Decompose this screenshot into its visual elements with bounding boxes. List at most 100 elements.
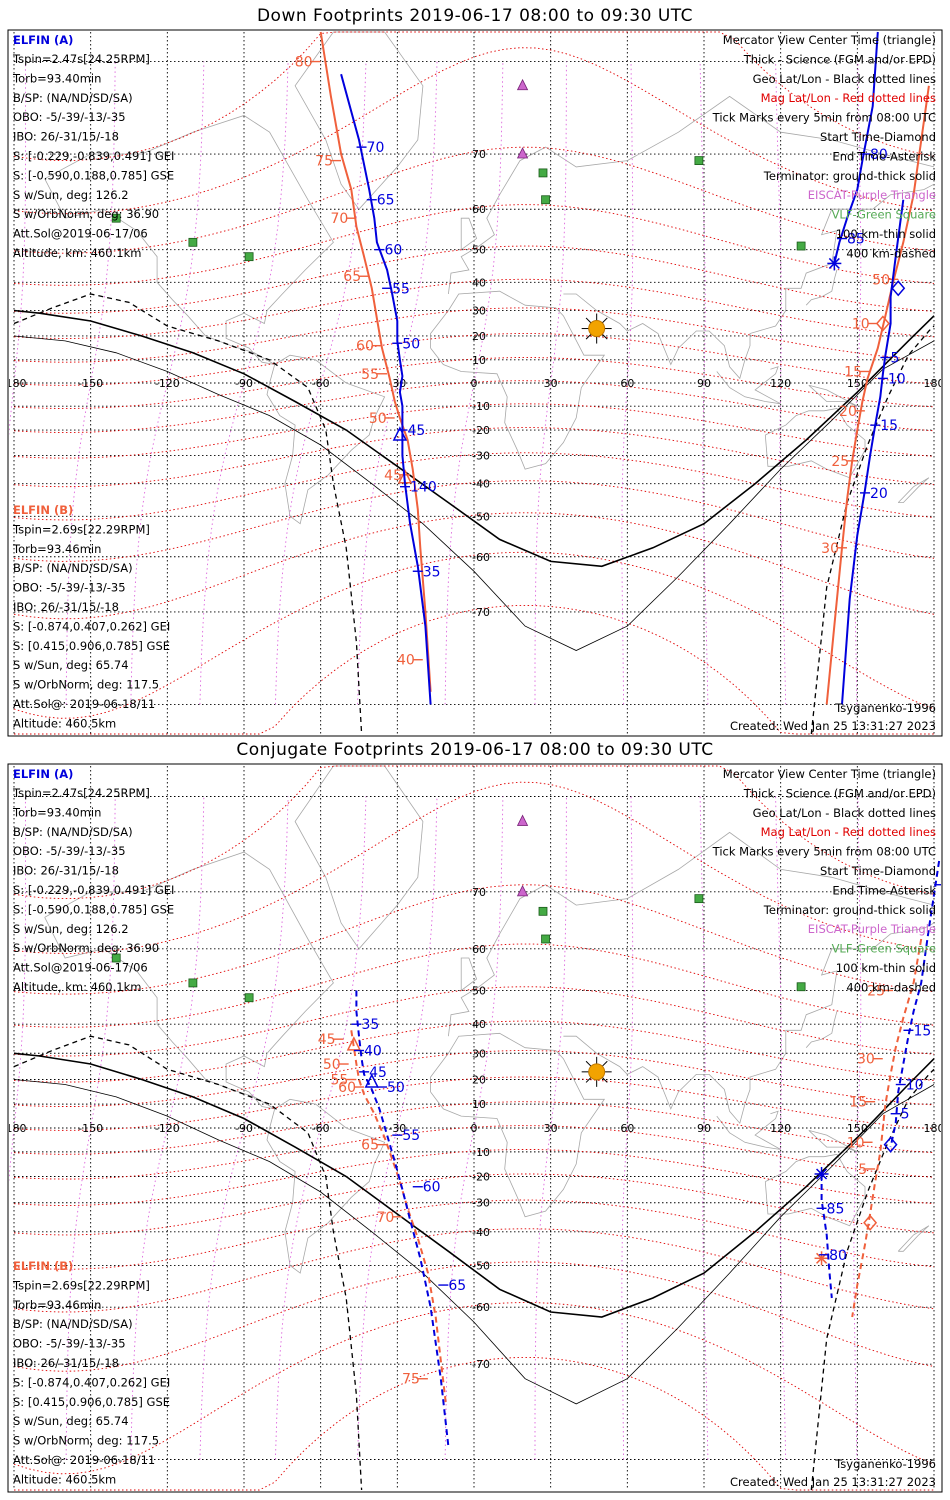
coastline-10 <box>805 1011 838 1048</box>
mag-parallel <box>13 551 935 719</box>
mag-grid <box>9 765 935 1491</box>
mag-meridian <box>130 796 205 1460</box>
mag-parallel <box>13 307 935 363</box>
elfin-a-line: IBO: 26/-31/15/-18 <box>13 130 119 144</box>
mag-parallel <box>13 512 935 620</box>
track-tick-label: 25 <box>831 454 849 470</box>
elfin-b-line: S: [-0.874,0.407,0.262] GEI <box>13 1375 170 1389</box>
elfin-b-line: Tspin=2.69s[22.29RPM] <box>12 1278 150 1292</box>
elfin-b-line: S: [-0.874,0.407,0.262] GEI <box>13 619 170 633</box>
vlf-square-icon <box>796 982 806 992</box>
lat-tick-label: -60 <box>472 1301 490 1314</box>
vlf-square-icon <box>796 241 806 251</box>
map-panel-down: -180 -150 -120 -90 -60 -30 0 30 60 90 120 150 180 -70… <box>7 29 945 737</box>
elfin-b-line: S w/Sun, deg: 65.74 <box>13 658 129 672</box>
legend: Mercator View Center Time (triangle) Thic… <box>712 33 937 260</box>
geo-grid <box>13 766 935 1490</box>
legend-entry: EISCAT-Purple Triangle <box>808 188 936 202</box>
lat-tick-label: 30 <box>472 305 486 318</box>
lat-tick-label: 70 <box>472 886 486 899</box>
legend-entry: Geo Lat/Lon - Black dotted lines <box>753 806 936 820</box>
mag-meridian <box>199 796 289 1460</box>
track-tick-label: 80 <box>829 1248 847 1264</box>
elfin-a-line: Torb=93.40min <box>12 805 101 819</box>
mag-meridian <box>699 796 709 1460</box>
mag-parallel <box>13 1101 935 1155</box>
vlf-square-icon <box>244 252 254 262</box>
track-tick-label: 20 <box>944 878 950 894</box>
elfin-b-line: B/SP: (NA/ND/SD/SA) <box>13 561 133 575</box>
legend-entry: Terminator: ground-thick solid <box>763 903 936 917</box>
coastline-8 <box>808 384 858 407</box>
coastline-3 <box>448 831 935 1037</box>
track-tick-label: 45 <box>384 468 402 484</box>
mag-parallel <box>13 245 935 314</box>
coastline-3 <box>448 95 935 295</box>
track-tick-label: 5 <box>901 1107 910 1123</box>
terminator-400km <box>13 293 363 735</box>
track-tick-label: 5 <box>858 1162 867 1178</box>
lat-tick-label: 60 <box>472 943 486 956</box>
track-A-pass3 <box>841 199 905 705</box>
lat-tick-label: -50 <box>472 510 490 523</box>
lat-tick-label: 40 <box>472 276 486 289</box>
vlf-square-icon <box>244 993 254 1003</box>
lat-tick-label: 50 <box>472 984 486 997</box>
vlf-square-icon <box>111 953 121 963</box>
elfin-b-line: S: [0.415,0.906,0.785] GSE <box>13 1395 170 1409</box>
lon-tick-label: 180 <box>924 377 945 390</box>
track-tick-label: 50 <box>387 1080 405 1096</box>
track-tick-label: 15 <box>913 1023 931 1039</box>
track-tick-label: 75 <box>315 154 333 170</box>
lat-tick-label: 70 <box>472 148 486 161</box>
track-A-pass2 <box>833 31 879 264</box>
elfin-b-line: Torb=93.46min <box>12 1298 101 1312</box>
elfin-a-header: ELFIN (A) <box>13 767 73 781</box>
legend-entry: 400 km-dashed <box>846 246 936 260</box>
coastline-11 <box>460 217 478 251</box>
lon-tick-label: 180 <box>924 1122 945 1135</box>
track-tick-label: 50 <box>369 411 387 427</box>
elfin-b-line: S w/OrbNorm, deg: 117.5 <box>13 678 159 692</box>
mag-parallel <box>13 380 935 433</box>
map-layer: -180 -150 -120 -90 -60 -30 0 30 60 90 120 150 180 -70… <box>9 31 945 735</box>
mag-parallel <box>13 278 935 339</box>
lon-tick-label: -180 <box>2 1122 27 1135</box>
lat-tick-label: -70 <box>472 606 490 619</box>
mag-parallel <box>13 1199 935 1270</box>
track-tick-label: 50 <box>872 272 890 288</box>
lon-tick-label: -120 <box>155 377 180 390</box>
lon-tick-label: 90 <box>697 377 711 390</box>
terminator-ground <box>13 1052 935 1318</box>
mag-meridian <box>199 61 289 705</box>
elfin-b-line: OBO: -5/-39/-13/-35 <box>13 1337 126 1351</box>
eiscat-triangle-icon <box>516 78 529 91</box>
vlf-square-icon <box>541 195 550 205</box>
mag-parallel <box>13 1050 935 1107</box>
sun-icon <box>581 1056 612 1087</box>
mag-parallel <box>13 1076 935 1131</box>
tick-labels: -180 -150 -120 -90 -60 -30 0 30 60 90 120 150 180 -70… <box>2 886 945 1371</box>
track-tick-label: 65 <box>361 1138 379 1154</box>
elfin-b-info: ELFIN (B) Tspin=2.69s[22.29RPM] Torb=93.46… <box>12 503 170 730</box>
mag-parallel <box>14 1356 934 1491</box>
lat-tick-label: 60 <box>472 203 486 216</box>
eiscat-triangle-icon <box>516 147 529 159</box>
coastline-4 <box>563 922 935 1125</box>
vlf-square-icon <box>541 934 550 944</box>
lon-tick-label: -120 <box>155 1122 180 1135</box>
elfin-b-line: S w/Sun, deg: 65.74 <box>13 1414 129 1428</box>
elfin-a-header: ELFIN (A) <box>13 33 73 47</box>
mag-grid <box>9 31 935 735</box>
track-tick-label: 50 <box>323 1057 341 1073</box>
track-tick-label: 40 <box>397 653 415 669</box>
vlf-square-icon <box>538 906 548 916</box>
terminator-100km <box>13 335 935 651</box>
mag-meridian <box>775 61 787 705</box>
legend: Mercator View Center Time (triangle) Thic… <box>712 767 937 994</box>
lon-tick-label: 30 <box>544 377 558 390</box>
track-tick-label: 60 <box>384 243 402 259</box>
created-label: Created: Wed Jan 25 13:31:27 2023 <box>730 719 936 733</box>
legend-entry: End Time-Asterisk <box>832 883 936 897</box>
elfin-a-line: Altitude, km: 460.1km <box>13 980 141 994</box>
